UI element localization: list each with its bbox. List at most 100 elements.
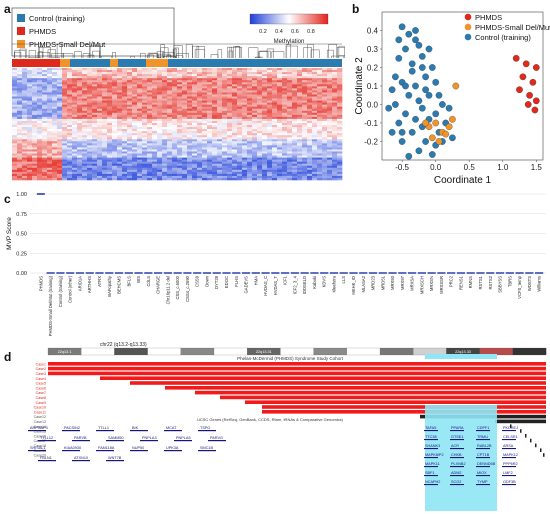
heatmap-cell [112,74,118,77]
heatmap-cell [27,110,33,114]
heatmap-cell [62,120,68,124]
heatmap-cell [52,96,58,99]
heatmap-cell [97,167,103,171]
heatmap-cell [222,141,228,144]
heatmap-cell [112,157,118,160]
heatmap-cell [127,74,133,77]
heatmap-cell [227,102,233,105]
ideogram-band [313,347,348,356]
heatmap-cell [57,98,63,101]
heatmap-cell [272,159,278,162]
heatmap-cell [177,175,183,179]
heatmap-cell [237,114,243,118]
heatmap-cell [82,165,88,169]
heatmap-cell [322,74,328,77]
heatmap-cell [147,159,153,162]
heatmap-cell [47,169,53,173]
heatmap-cell [257,116,263,120]
ideogram-band-label: 22q13.2 [157,350,171,354]
heatmap-cell [167,116,173,120]
heatmap-cell [257,133,263,136]
heatmap-cell [262,149,268,152]
heatmap-cell [322,68,328,71]
heatmap-cell [12,68,18,71]
gene-label: SAMM50 [108,436,124,440]
heatmap-cell [97,131,103,134]
heatmap-cell [27,167,33,171]
heatmap-cell [257,127,263,130]
heatmap-cell [42,80,48,83]
heatmap-cell [157,86,163,89]
heatmap-cell [212,125,218,128]
heatmap-cell [322,84,328,87]
heatmap-cell [127,114,133,118]
heatmap-cell [137,98,143,101]
heatmap-cell [192,157,198,160]
heatmap-cell [122,68,128,71]
heatmap-cell [112,104,118,107]
heatmap-cell [312,106,318,110]
heatmap-cell [192,122,198,126]
heatmap-cell [197,114,203,118]
heatmap-cell [177,143,183,146]
heatmap-cell [172,137,178,140]
heatmap-cell [217,171,223,175]
heatmap-cell [177,98,183,101]
heatmap-cell [142,131,148,134]
heatmap-cell [102,118,108,122]
heatmap-cell [137,114,143,118]
heatmap-cell [277,70,283,73]
heatmap-cell [72,92,78,95]
heatmap-cell [107,70,113,73]
heatmap-cell [292,86,298,89]
heatmap-cell [327,78,333,81]
gene-label: SMC1B [200,446,214,450]
heatmap-cell [22,165,28,169]
heatmap-cell [197,145,203,148]
heatmap-cell [32,153,38,156]
heatmap-cell [187,149,193,152]
heatmap-cell [282,78,288,81]
heatmap-cell [72,72,78,75]
heatmap-cell [252,106,258,110]
heatmap-cell [237,110,243,114]
heatmap-cell [272,114,278,118]
heatmap-cell [242,161,248,165]
heatmap-cell [292,141,298,144]
heatmap-cell [177,137,183,140]
dendrogram-branch [37,52,50,58]
heatmap-cell [252,143,258,146]
heatmap-cell [12,155,18,158]
heatmap-cell [192,94,198,97]
scatter-point [395,54,403,62]
heatmap-cell [137,151,143,154]
heatmap-cell [277,78,283,81]
heatmap-cell [322,131,328,134]
scatter-point [435,91,443,99]
heatmap-cell [17,108,23,112]
heatmap-cell [332,92,338,95]
heatmap-cell [112,173,118,177]
heatmap-cell [157,151,163,154]
heatmap-cell [332,78,338,81]
heatmap-cell [112,82,118,85]
heatmap-cell [327,125,333,128]
heatmap-cell [12,72,18,75]
heatmap-cell [262,125,268,128]
heatmap-cell [222,106,228,110]
heatmap-cell [217,167,223,171]
heatmap-cell [317,159,323,162]
heatmap-cell [12,167,18,171]
heatmap-cell [137,141,143,144]
heatmap-cell [142,129,148,132]
heatmap-cell [312,100,318,103]
heatmap-cell [162,149,168,152]
heatmap-cell [267,74,273,77]
heatmap-cell [107,122,113,126]
heatmap-cell [27,122,33,126]
heatmap-cell [207,173,213,177]
heatmap-cell [297,129,303,132]
heatmap-cell [162,114,168,118]
heatmap-cell [22,96,28,99]
heatmap-cell [82,133,88,136]
